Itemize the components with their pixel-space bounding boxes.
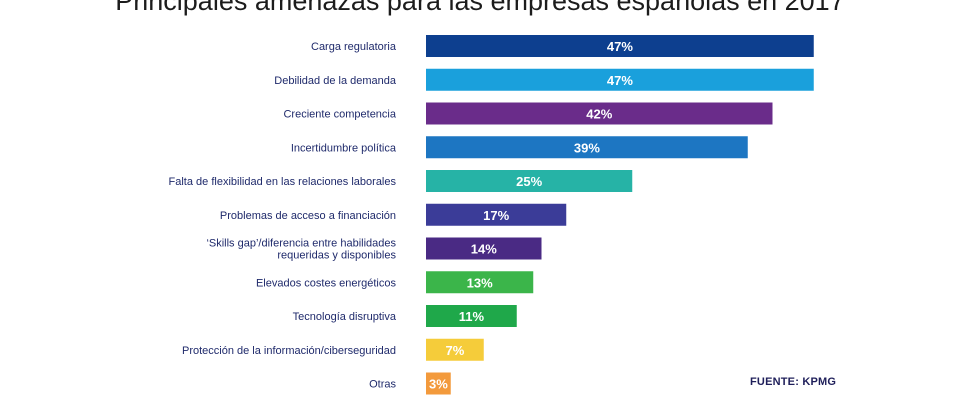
bar-value-label: 17% — [483, 208, 509, 223]
bar-value-label: 39% — [574, 140, 600, 155]
bar-value-label: 42% — [586, 107, 612, 122]
bar-value-label: 13% — [467, 275, 493, 290]
bar — [426, 305, 517, 327]
bar — [426, 271, 534, 294]
category-label: Otras — [369, 379, 396, 391]
category-label: Debilidad de la demanda — [274, 75, 397, 87]
category-label: ‘Skills gap’/diferencia entre habilidade… — [206, 238, 396, 262]
bar-value-label: 47% — [607, 39, 633, 54]
bar-value-label: 14% — [471, 242, 497, 257]
category-label: Problemas de acceso a financiación — [220, 210, 396, 222]
category-label: Creciente competencia — [283, 109, 396, 121]
bar-value-label: 7% — [445, 343, 464, 358]
bar — [426, 203, 567, 226]
bar — [426, 68, 814, 91]
source-note: FUENTE: KPMG — [750, 376, 837, 388]
bar-value-label: 3% — [429, 377, 448, 392]
bar-value-label: 11% — [459, 309, 485, 324]
category-label: Carga regulatoria — [311, 41, 397, 53]
bar — [426, 338, 484, 361]
bar — [426, 35, 814, 57]
category-label: Protección de la información/ciberseguri… — [182, 345, 396, 357]
bar-value-label: 25% — [516, 174, 542, 189]
bar — [426, 372, 451, 395]
category-label: Elevados costes energéticos — [256, 277, 397, 289]
category-label: Incertidumbre política — [291, 142, 397, 154]
bar — [426, 237, 542, 260]
bar — [426, 136, 748, 159]
bar — [426, 102, 773, 125]
bar — [426, 170, 633, 192]
bar-value-label: 47% — [607, 73, 633, 88]
category-label: Tecnología disruptiva — [293, 311, 397, 323]
category-label: Falta de flexibilidad en las relaciones … — [169, 176, 397, 188]
chart-title: Principales amenazas para las empresas e… — [115, 0, 845, 16]
